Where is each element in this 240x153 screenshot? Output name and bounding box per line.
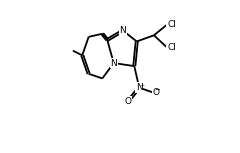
Text: Cl: Cl <box>167 20 176 29</box>
Text: O: O <box>152 88 159 97</box>
Text: Cl: Cl <box>167 43 176 52</box>
Text: N: N <box>120 26 126 35</box>
Text: O: O <box>124 97 132 106</box>
Text: +: + <box>139 83 144 88</box>
Text: −: − <box>154 87 160 93</box>
Text: N: N <box>110 58 117 67</box>
Text: N: N <box>136 83 143 92</box>
